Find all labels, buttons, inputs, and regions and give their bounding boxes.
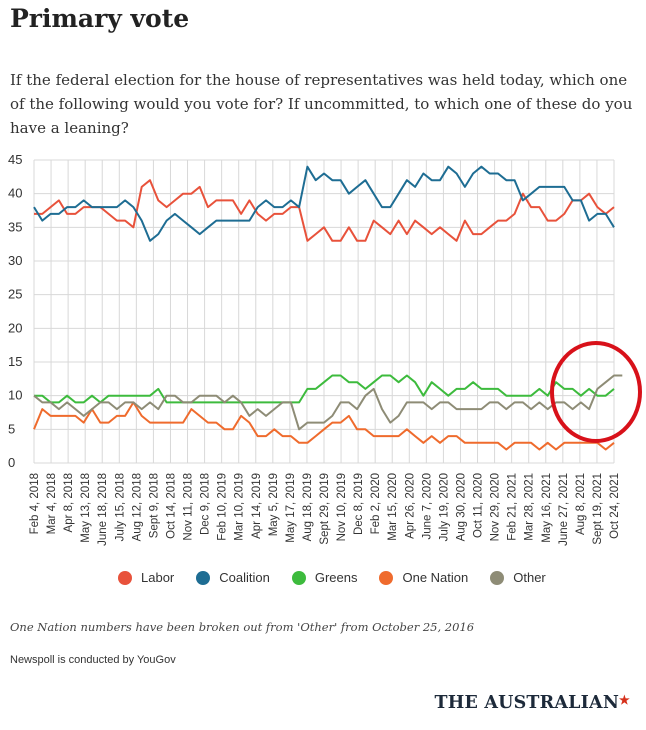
x-tick-label: Feb 2, 2020 — [370, 473, 382, 534]
page-title: Primary vote — [10, 4, 190, 33]
y-tick-label: 25 — [8, 287, 22, 302]
x-tick-label: Mar 15, 2020 — [387, 473, 399, 541]
star-icon: ★ — [619, 693, 630, 707]
x-tick-label: Sept 9, 2018 — [148, 473, 160, 538]
legend-label: Greens — [314, 570, 358, 585]
legend-swatch — [118, 570, 132, 585]
x-tick-label: Feb 21, 2021 — [507, 473, 519, 541]
x-tick-label: May 16, 2021 — [541, 473, 553, 543]
x-tick-label: Aug 8, 2021 — [575, 473, 587, 535]
x-tick-label: Apr 14, 2019 — [251, 473, 263, 539]
x-tick-label: May 17, 2019 — [285, 473, 297, 543]
x-tick-label: Oct 14, 2018 — [165, 473, 177, 539]
series-line-greens — [34, 374, 615, 404]
legend-swatch — [379, 570, 394, 585]
y-tick-label: 10 — [8, 388, 22, 403]
series-line-other — [33, 374, 623, 431]
x-tick-label: July 19, 2020 — [438, 473, 450, 541]
chart-grid — [33, 159, 615, 464]
y-tick-label: 15 — [8, 354, 22, 369]
x-axis-ticks: Feb 4, 2018 Mar 4, 2018 Apr 8, 2018 May 13,… — [29, 473, 621, 546]
legend-swatch — [291, 570, 306, 585]
legend-label: Labor — [141, 570, 175, 585]
y-tick-label: 45 — [8, 152, 22, 167]
x-tick-label: Aug 18, 2019 — [302, 473, 314, 541]
y-tick-label: 5 — [8, 421, 15, 436]
y-tick-label: 0 — [8, 455, 15, 470]
x-tick-label: Nov 29, 2020 — [490, 473, 502, 541]
x-tick-label: Aug 12, 2018 — [131, 473, 143, 541]
x-tick-label: Nov 11, 2018 — [183, 473, 195, 541]
legend-item-coalition[interactable]: Coalition — [196, 570, 270, 585]
x-tick-label: June 27, 2021 — [558, 473, 570, 546]
footnote: One Nation numbers have been broken out … — [10, 620, 475, 634]
x-tick-label: Oct 24, 2021 — [609, 473, 621, 539]
x-tick-label: June 18, 2018 — [97, 473, 109, 546]
chart-series — [33, 165, 623, 451]
legend-item-greens[interactable]: Greens — [291, 570, 358, 585]
legend-item-one-nation[interactable]: One Nation — [379, 570, 468, 585]
brand-name: THE AUSTRALIAN — [434, 693, 620, 713]
x-tick-label: Aug 30, 2020 — [455, 473, 467, 541]
y-tick-label: 30 — [8, 253, 22, 268]
legend-swatch — [490, 570, 505, 585]
x-tick-label: Mar 28, 2021 — [524, 473, 536, 541]
x-tick-label: May 5, 2019 — [268, 473, 280, 536]
x-tick-label: Nov 10, 2019 — [336, 473, 348, 541]
y-axis-ticks: 0 5 10 15 20 25 30 35 40 45 — [8, 152, 22, 470]
y-tick-label: 40 — [8, 186, 22, 201]
legend-label: Coalition — [219, 570, 270, 585]
x-tick-label: Mar 10, 2019 — [234, 473, 246, 541]
x-tick-label: Feb 4, 2018 — [29, 473, 41, 534]
x-tick-label: Feb 10, 2019 — [217, 473, 229, 541]
x-tick-label: Dec 8, 2019 — [353, 473, 365, 535]
x-tick-label: Sept 29, 2019 — [319, 473, 331, 545]
x-tick-label: Apr 26, 2020 — [404, 473, 416, 539]
series-line-one-nation — [33, 401, 615, 451]
x-tick-label: Sept 19, 2021 — [592, 473, 604, 545]
x-tick-label: Oct 11, 2020 — [473, 473, 485, 538]
x-tick-label: May 13, 2018 — [80, 473, 92, 543]
series-line-coalition — [33, 165, 615, 242]
series-line-labor — [34, 179, 615, 242]
y-tick-label: 20 — [8, 320, 22, 335]
brand-logo[interactable]: THE AUSTRALIAN★ — [435, 693, 630, 713]
x-tick-label: Dec 9, 2018 — [200, 473, 212, 535]
y-tick-label: 35 — [8, 219, 22, 234]
chart-legend: Labor Coalition Greens One Nation Other — [118, 570, 568, 585]
highlight-circle — [550, 341, 642, 443]
x-tick-label: July 15, 2018 — [114, 473, 126, 541]
x-tick-label: Apr 8, 2018 — [63, 473, 75, 532]
chart-subtitle: If the federal election for the house of… — [10, 71, 633, 137]
x-tick-label: Mar 4, 2018 — [46, 473, 58, 534]
credit-line: Newspoll is conducted by YouGov — [10, 654, 176, 666]
legend-item-labor[interactable]: Labor — [118, 570, 174, 585]
x-tick-label: June 7, 2020 — [421, 473, 433, 540]
legend-item-other[interactable]: Other — [490, 570, 546, 585]
legend-label: Other — [513, 570, 546, 585]
legend-swatch — [196, 570, 211, 585]
legend-label: One Nation — [402, 570, 469, 585]
